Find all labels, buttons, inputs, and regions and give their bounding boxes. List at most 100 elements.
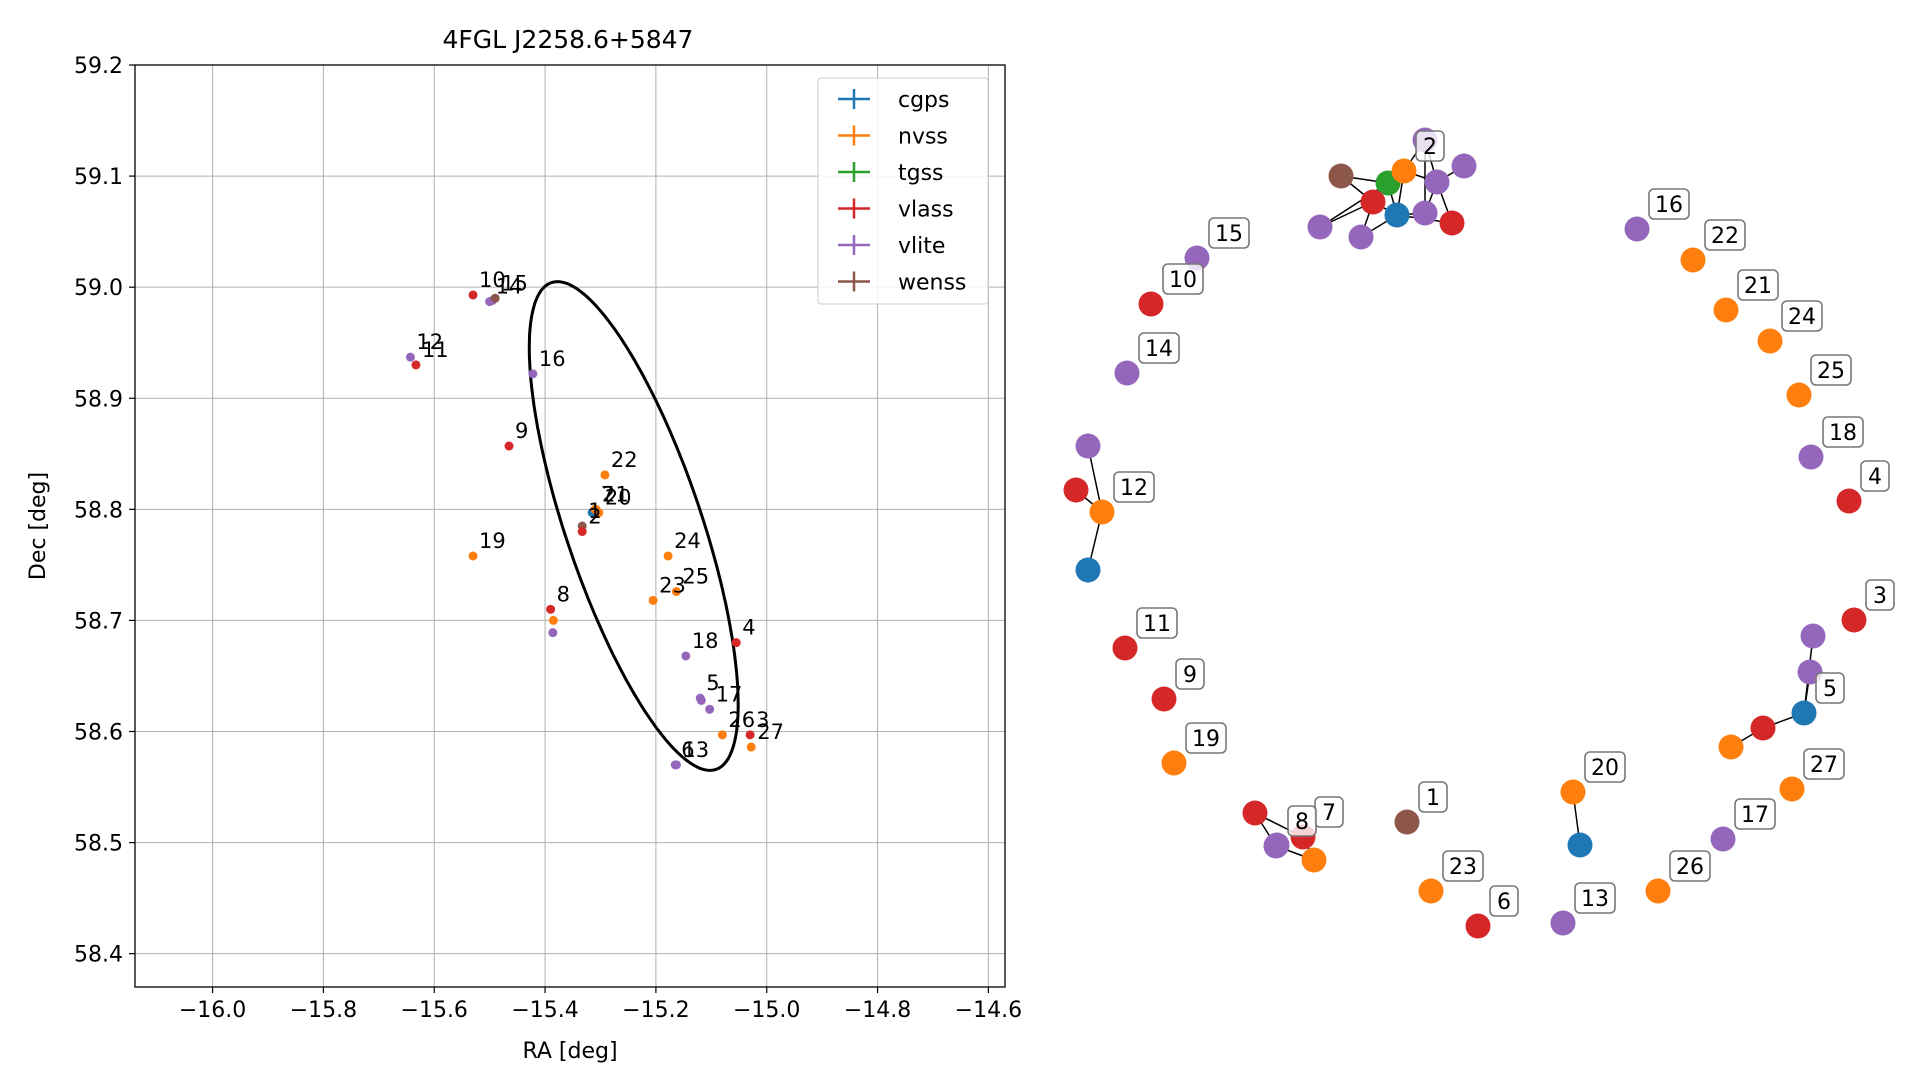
data-point-vlass <box>468 290 478 300</box>
legend-label-nvss: nvss <box>898 125 948 150</box>
data-point-vlass <box>745 730 755 740</box>
uncertainty-ellipse <box>527 280 740 772</box>
y-tick-label: 58.4 <box>74 943 123 968</box>
network-node-nvss <box>1301 847 1327 873</box>
network-node-label: 10 <box>1169 268 1197 293</box>
point-label: 14 <box>496 275 523 299</box>
network-label-box <box>1138 332 1180 364</box>
chart-title: 4FGL J2258.6+5847 <box>443 25 694 54</box>
data-point-nvss <box>746 742 756 752</box>
plot-area-frame <box>134 64 1006 988</box>
data-point-wenss <box>490 293 500 303</box>
network-label-box <box>1737 269 1779 301</box>
data-point-nvss <box>648 595 658 605</box>
network-node-vlite <box>1424 169 1450 195</box>
network-label-box <box>1704 219 1746 251</box>
network-node-nvss <box>1560 779 1586 805</box>
point-label: 12 <box>416 330 443 354</box>
x-tick-label: −15.6 <box>401 998 468 1023</box>
network-label-box <box>1815 672 1845 704</box>
network-label-box <box>1810 354 1852 386</box>
y-tick-label: 58.7 <box>74 609 123 634</box>
point-label: 16 <box>539 347 566 371</box>
network-node-vlite <box>1114 360 1140 386</box>
network-label-box <box>1113 471 1155 503</box>
network-graph: 1234567891011121314151617181920212223242… <box>1063 127 1895 939</box>
point-label: 5 <box>706 671 719 695</box>
point-label: 17 <box>716 682 743 706</box>
network-node-cgps <box>1791 700 1817 726</box>
point-label: 9 <box>515 419 528 443</box>
x-tick-label: −15.4 <box>511 998 578 1023</box>
legend-label-vlite: vlite <box>898 234 945 259</box>
network-node-vlass <box>1465 913 1491 939</box>
network-node-vlite <box>1307 214 1333 240</box>
network-node-label: 13 <box>1581 887 1609 912</box>
data-point-vlass <box>577 527 587 537</box>
network-node-nvss <box>1718 734 1744 760</box>
network-node-vlass <box>1439 210 1465 236</box>
data-point-vlite <box>405 352 415 362</box>
network-node-vlass <box>1841 607 1867 633</box>
point-label: 6 <box>681 738 694 762</box>
point-label: 21 <box>602 482 629 506</box>
network-node-nvss <box>1779 776 1805 802</box>
network-node-label: 12 <box>1120 476 1148 501</box>
network-node-cgps <box>1567 832 1593 858</box>
y-tick-label: 58.8 <box>74 498 123 523</box>
network-label-box <box>1136 607 1178 639</box>
data-point-vlite <box>681 651 691 661</box>
network-label-box <box>1574 882 1616 914</box>
network-node-label: 25 <box>1817 359 1845 384</box>
network-node-nvss <box>1391 158 1417 184</box>
network-node-vlass <box>1836 488 1862 514</box>
point-label: 23 <box>659 573 686 597</box>
network-label-box <box>1175 658 1205 690</box>
y-axis-ticks: 58.4 58.5 58.6 58.7 58.8 58.9 59.0 59.1 59.2 <box>74 54 135 968</box>
network-node-nvss <box>1418 878 1444 904</box>
data-point-vlass <box>411 360 421 370</box>
y-tick-label: 59.2 <box>74 54 123 79</box>
data-point-vlass <box>731 638 741 648</box>
x-tick-label: −14.8 <box>844 998 911 1023</box>
network-node-label: 27 <box>1810 753 1838 778</box>
x-tick-label: −14.6 <box>955 998 1022 1023</box>
point-label: 11 <box>422 338 449 362</box>
network-node-vlite <box>1451 153 1477 179</box>
point-label: 18 <box>692 629 719 653</box>
data-point-vlite <box>548 628 558 638</box>
legend-label-cgps: cgps <box>898 88 950 113</box>
point-label: 19 <box>479 529 506 553</box>
network-label-box <box>1442 850 1484 882</box>
network-label-box <box>1584 751 1626 783</box>
point-label: 26 <box>728 708 755 732</box>
network-label-box <box>1822 416 1864 448</box>
network-node-label: 23 <box>1449 855 1477 880</box>
network-node-vlass <box>1242 800 1268 826</box>
x-tick-label: −16.0 <box>179 998 246 1023</box>
network-node-label: 5 <box>1823 677 1837 702</box>
network-label-box <box>1781 300 1823 332</box>
data-point-nvss <box>548 615 558 625</box>
data-point-nvss <box>717 730 727 740</box>
point-label: 25 <box>682 565 709 589</box>
network-label-box <box>1648 188 1690 220</box>
network-label-box <box>1287 805 1317 837</box>
network-node-nvss <box>1089 499 1115 525</box>
network-node-label: 3 <box>1873 584 1887 609</box>
point-label-layer: 1234567891011121314151617181920212223242… <box>416 268 784 762</box>
scatter-chart: 4FGL J2258.6+5847 −16.0 −15.8 −15.6 −15.4 −1… <box>26 25 1022 1064</box>
network-node-nvss <box>1786 382 1812 408</box>
network-node-label: 20 <box>1591 756 1619 781</box>
network-node-label: 17 <box>1741 803 1769 828</box>
point-label: 4 <box>742 616 755 640</box>
network-node-vlite <box>1798 444 1824 470</box>
network-label-box <box>1185 722 1227 754</box>
y-tick-label: 59.1 <box>74 165 123 190</box>
point-label: 1 <box>588 499 601 523</box>
data-point-nvss <box>468 551 478 561</box>
network-node-label: 8 <box>1295 810 1309 835</box>
legend-label-tgss: tgss <box>898 161 944 186</box>
point-label: 20 <box>605 486 632 510</box>
